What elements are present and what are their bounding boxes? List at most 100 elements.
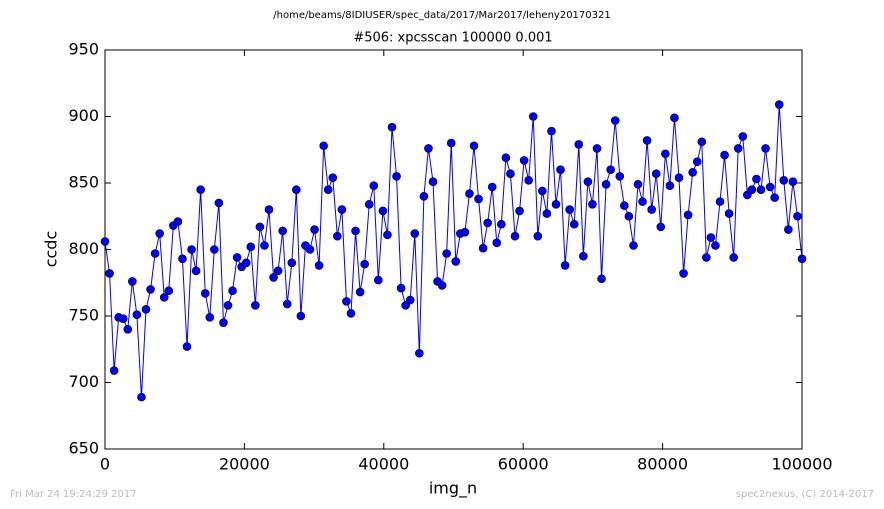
data-point (255, 222, 265, 232)
data-point (683, 210, 693, 220)
data-point (697, 137, 707, 147)
y-tick-label: 800 (68, 239, 99, 258)
data-point (592, 144, 602, 153)
x-tick-label: 80000 (637, 455, 688, 474)
data-point (765, 182, 775, 192)
data-point (314, 261, 324, 270)
data-point (620, 201, 629, 210)
data-point (651, 169, 661, 178)
data-point (752, 174, 761, 184)
data-point (364, 199, 374, 209)
data-point (519, 156, 529, 165)
data-point (355, 287, 365, 297)
data-point (770, 193, 779, 202)
data-point (574, 140, 584, 149)
data-point (510, 231, 520, 241)
data-point (155, 229, 164, 238)
data-point (670, 113, 679, 123)
data-point (569, 219, 579, 229)
data-point (606, 165, 615, 174)
data-point (383, 230, 392, 240)
data-point (661, 149, 670, 159)
data-point (633, 180, 643, 189)
data-point (173, 217, 183, 226)
data-point (132, 310, 142, 319)
data-point (241, 258, 251, 268)
data-point (542, 209, 552, 218)
data-point (105, 269, 114, 278)
data-point (747, 185, 757, 194)
data-point (346, 309, 356, 318)
data-point (187, 245, 196, 254)
data-point (446, 138, 456, 148)
data-point (351, 226, 360, 236)
data-point (196, 185, 205, 194)
data-point (642, 136, 652, 145)
data-point (460, 227, 470, 237)
data-point (191, 266, 201, 276)
x-tick-label: 60000 (498, 455, 549, 474)
data-point (419, 192, 429, 201)
data-point (692, 157, 702, 167)
data-point (150, 249, 160, 258)
data-point (560, 261, 570, 270)
data-point (656, 222, 666, 232)
data-point (774, 100, 784, 109)
data-point (674, 173, 684, 182)
data-point (205, 313, 215, 322)
data-point (551, 199, 561, 209)
data-point (583, 177, 593, 186)
data-point (761, 144, 770, 153)
data-point (159, 293, 169, 302)
data-point (483, 218, 492, 228)
data-point (501, 153, 511, 163)
data-point (478, 243, 488, 253)
data-point (333, 231, 342, 241)
data-point (469, 141, 479, 151)
data-point (528, 112, 538, 121)
data-point (428, 177, 438, 186)
data-point (392, 172, 401, 181)
data-point (328, 173, 338, 182)
data-point (588, 199, 597, 209)
data-point (784, 225, 793, 234)
data-point (251, 301, 260, 310)
data-line (104, 104, 803, 398)
data-point (665, 181, 675, 190)
y-tick-label: 900 (68, 106, 99, 125)
data-point (793, 211, 802, 221)
data-point (296, 311, 306, 321)
data-point (246, 242, 256, 252)
data-point (323, 185, 333, 194)
y-axis-label: ccdc (42, 231, 61, 268)
data-point (109, 366, 119, 375)
data-point (128, 277, 137, 286)
data-point (337, 205, 347, 214)
data-point (369, 181, 379, 190)
data-point (688, 168, 697, 177)
data-point (533, 231, 543, 241)
footer-date: Fri Mar 24 19:24:29 2017 (10, 489, 137, 500)
file-path: /home/beams/8IDIUSER/spec_data/2017/Mar2… (273, 10, 610, 21)
data-point (292, 185, 301, 194)
data-point (223, 301, 233, 310)
data-point (506, 169, 515, 178)
data-point (405, 295, 415, 305)
data-point (565, 205, 574, 214)
data-point (756, 185, 766, 194)
data-point (182, 342, 192, 351)
data-point (282, 299, 292, 309)
data-point (788, 177, 798, 186)
data-point (319, 141, 328, 151)
data-point (601, 180, 611, 189)
data-point (360, 259, 369, 269)
data-point (733, 144, 743, 153)
data-point (437, 281, 447, 290)
data-point (497, 219, 506, 229)
data-point (219, 318, 228, 327)
data-point (305, 245, 315, 254)
data-point (779, 176, 789, 185)
data-point (624, 211, 634, 221)
data-point (100, 237, 110, 246)
